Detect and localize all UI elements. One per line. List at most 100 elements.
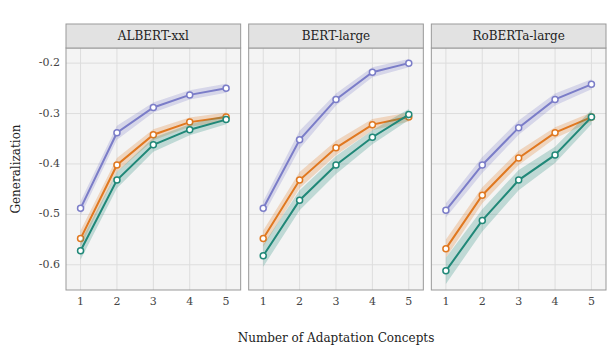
x-tick-label: 4 xyxy=(369,295,376,308)
se-band xyxy=(81,115,227,260)
point xyxy=(78,248,84,254)
point xyxy=(516,155,522,161)
point xyxy=(297,177,303,183)
y-tick-label: -0.2 xyxy=(39,56,60,69)
point xyxy=(150,142,156,148)
plot-frame xyxy=(249,48,424,290)
x-tick-label: 3 xyxy=(333,295,340,308)
x-tick-label: 3 xyxy=(150,295,157,308)
point xyxy=(114,162,120,168)
point xyxy=(443,207,449,213)
x-tick-label: 2 xyxy=(479,295,486,308)
point xyxy=(78,205,84,211)
panel-title: ALBERT-xxl xyxy=(117,29,189,43)
point xyxy=(223,85,229,91)
point xyxy=(369,122,375,128)
panel-title: RoBERTa-large xyxy=(472,29,564,43)
plot-background xyxy=(431,48,606,290)
point xyxy=(516,125,522,131)
data-area xyxy=(260,59,412,267)
grid-line xyxy=(299,48,300,290)
point xyxy=(260,253,266,259)
x-tick-label: 5 xyxy=(405,295,412,308)
point xyxy=(333,96,339,102)
grid-line xyxy=(408,48,409,290)
point xyxy=(297,137,303,143)
panel-title: BERT-large xyxy=(302,29,370,43)
point xyxy=(406,112,412,118)
data-area xyxy=(443,79,595,284)
point xyxy=(333,145,339,151)
line xyxy=(446,117,592,271)
x-tick-label: 5 xyxy=(223,295,230,308)
strip xyxy=(249,24,424,48)
point xyxy=(150,104,156,110)
strip xyxy=(431,24,606,48)
point xyxy=(552,130,558,136)
se-band xyxy=(446,79,592,217)
plot-frame xyxy=(431,48,606,290)
point xyxy=(479,192,485,198)
point xyxy=(369,134,375,140)
plot-frame xyxy=(66,48,241,290)
y-tick-label: -0.6 xyxy=(39,258,60,271)
y-tick-label: -0.3 xyxy=(39,107,60,120)
grid-line xyxy=(372,48,373,290)
x-tick-label: 2 xyxy=(296,295,303,308)
point xyxy=(297,197,303,203)
line xyxy=(81,117,227,239)
point xyxy=(187,92,193,98)
point xyxy=(260,205,266,211)
panel: 1 2 3 4 5 RoBERTa-large xyxy=(431,24,606,308)
y-tick-label: -0.5 xyxy=(39,207,60,220)
background xyxy=(0,0,616,356)
plot-background xyxy=(66,48,241,290)
x-tick-label: 4 xyxy=(552,295,559,308)
x-tick-label: 1 xyxy=(442,295,449,308)
x-tick-label: 1 xyxy=(260,295,267,308)
point xyxy=(406,60,412,66)
se-band xyxy=(263,59,409,215)
point xyxy=(369,69,375,75)
se-band xyxy=(446,110,592,284)
grid-line xyxy=(189,48,190,290)
line xyxy=(263,63,409,208)
chart: -0.6 -0.5 -0.4 -0.3 -0.2 1 2 3 4 5 ALBERT-xxl Gener… xyxy=(0,0,616,356)
point xyxy=(443,268,449,274)
point xyxy=(479,217,485,223)
point xyxy=(516,177,522,183)
point xyxy=(552,96,558,102)
grid-line xyxy=(555,48,556,290)
se-band xyxy=(81,113,227,247)
point xyxy=(588,114,594,120)
panel: -0.6 -0.5 -0.4 -0.3 -0.2 1 2 3 4 5 ALBERT-xxl Gener… xyxy=(9,24,241,308)
se-band xyxy=(263,109,409,267)
x-tick-label: 3 xyxy=(515,295,522,308)
grid-line xyxy=(518,48,519,290)
point xyxy=(588,81,594,87)
point xyxy=(150,132,156,138)
point xyxy=(443,246,449,252)
strip xyxy=(66,24,241,48)
x-axis-label: Number of Adaptation Concepts xyxy=(238,331,435,345)
y-tick-label: -0.4 xyxy=(39,157,60,170)
point xyxy=(114,177,120,183)
line xyxy=(81,120,227,251)
x-tick-label: 1 xyxy=(77,295,84,308)
point xyxy=(333,162,339,168)
point xyxy=(552,152,558,158)
line xyxy=(263,115,409,256)
panel: 1 2 3 4 5 BERT-large Number of Adaptation Conc… xyxy=(238,24,435,345)
x-tick-label: 5 xyxy=(588,295,595,308)
point xyxy=(187,127,193,133)
data-area xyxy=(78,84,230,260)
y-axis-label: Generalization xyxy=(9,124,23,213)
point xyxy=(260,236,266,242)
plot-background xyxy=(249,48,424,290)
point xyxy=(479,162,485,168)
point xyxy=(114,130,120,136)
x-tick-label: 4 xyxy=(186,295,193,308)
x-tick-label: 2 xyxy=(113,295,120,308)
grid-line xyxy=(153,48,154,290)
point xyxy=(223,117,229,123)
